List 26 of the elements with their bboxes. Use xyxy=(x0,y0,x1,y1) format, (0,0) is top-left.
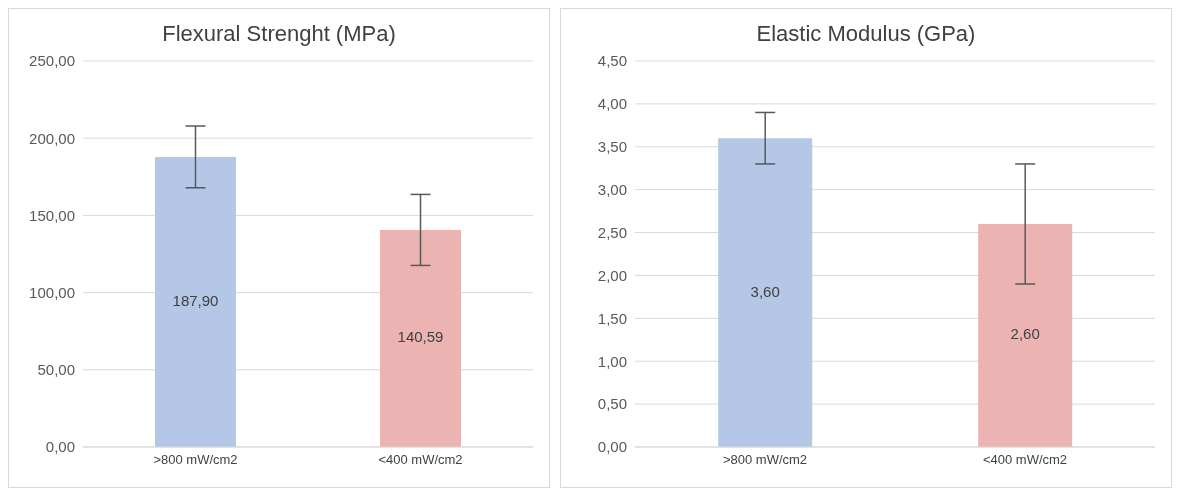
data-label: 3,60 xyxy=(750,282,780,300)
data-label: 187,90 xyxy=(172,291,219,309)
x-tick-label: >800 mW/cm2 xyxy=(153,452,238,468)
y-tick-label: 3,00 xyxy=(597,180,627,198)
y-tick-label: 3,50 xyxy=(597,138,627,156)
y-tick-label: 1,00 xyxy=(597,352,627,370)
x-tick-label: >800 mW/cm2 xyxy=(722,452,808,468)
y-tick-label: 4,00 xyxy=(597,95,627,113)
y-tick-label: 1,50 xyxy=(597,309,627,327)
data-label: 140,59 xyxy=(397,328,444,346)
y-tick-label: 0,00 xyxy=(45,438,75,456)
y-tick-label: 4,50 xyxy=(597,52,627,70)
y-tick-label: 2,50 xyxy=(597,223,627,241)
y-tick-label: 100,00 xyxy=(29,283,75,301)
chart-title: Elastic Modulus (GPa) xyxy=(755,21,977,47)
data-label: 2,60 xyxy=(1010,325,1040,343)
y-tick-label: 250,00 xyxy=(29,52,75,70)
chart-title: Flexural Strenght (MPa) xyxy=(161,21,397,47)
x-tick-label: <400 mW/cm2 xyxy=(378,452,463,468)
x-tick-label: <400 mW/cm2 xyxy=(982,452,1068,468)
y-tick-label: 0,00 xyxy=(597,438,627,456)
y-tick-label: 150,00 xyxy=(29,206,75,224)
y-tick-label: 200,00 xyxy=(29,129,75,147)
y-tick-label: 2,00 xyxy=(597,266,627,284)
y-tick-label: 0,50 xyxy=(597,395,627,413)
y-tick-label: 50,00 xyxy=(37,361,75,379)
